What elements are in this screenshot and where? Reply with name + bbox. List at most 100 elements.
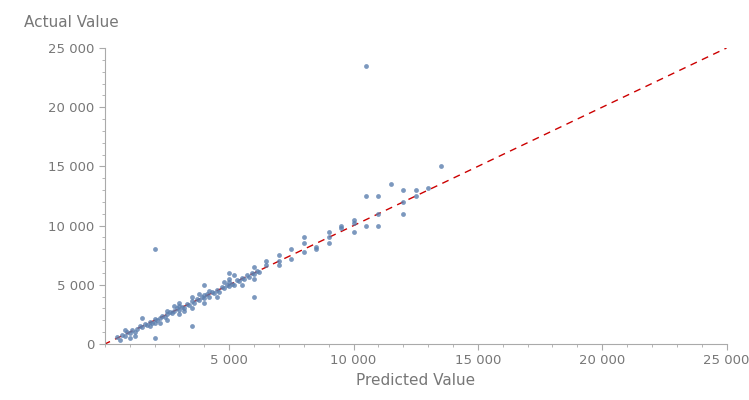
Point <box>166 310 178 316</box>
Point <box>189 299 201 306</box>
Point <box>298 248 310 255</box>
Point <box>148 246 160 252</box>
Point <box>186 298 198 304</box>
Point <box>310 244 322 250</box>
Point <box>248 271 260 277</box>
Point <box>240 272 252 278</box>
Point <box>203 294 215 300</box>
Point <box>116 331 128 338</box>
Point <box>261 258 273 264</box>
Point <box>201 291 213 298</box>
Point <box>133 323 145 330</box>
Point <box>223 283 235 289</box>
Point <box>360 193 372 199</box>
Point <box>191 296 203 302</box>
Point <box>121 329 133 335</box>
Point <box>218 285 230 292</box>
Point <box>154 320 166 326</box>
Point <box>310 246 322 252</box>
Point <box>210 294 222 300</box>
Point <box>151 317 163 324</box>
Point <box>410 187 422 193</box>
Point <box>218 279 230 286</box>
Point <box>360 222 372 229</box>
Point <box>225 280 237 287</box>
Point <box>119 332 131 339</box>
Point <box>146 320 158 326</box>
Point <box>148 335 160 341</box>
Point <box>124 330 136 336</box>
Point <box>181 300 193 307</box>
Point <box>163 309 175 315</box>
Point <box>186 305 198 312</box>
Point <box>131 326 143 332</box>
Point <box>193 297 205 303</box>
Point <box>261 262 273 268</box>
Point <box>422 184 434 191</box>
Point <box>136 315 148 321</box>
Point <box>127 326 139 333</box>
Point <box>161 317 173 324</box>
Point <box>236 282 248 288</box>
Point <box>216 284 228 290</box>
Point <box>178 305 190 312</box>
Point <box>397 187 409 193</box>
Point <box>228 272 240 278</box>
Point <box>171 305 183 312</box>
X-axis label: Predicted Value: Predicted Value <box>356 373 476 388</box>
Point <box>243 273 255 280</box>
Point <box>195 294 207 300</box>
Point <box>335 225 347 231</box>
Point <box>410 193 422 199</box>
Point <box>148 320 160 326</box>
Point <box>273 252 285 258</box>
Point <box>112 334 124 340</box>
Point <box>397 210 409 217</box>
Point <box>184 302 195 308</box>
Point <box>210 286 222 293</box>
Point <box>148 316 160 322</box>
Point <box>223 270 235 276</box>
Point <box>372 210 384 217</box>
Point <box>348 220 360 226</box>
Point <box>238 276 250 282</box>
Point <box>221 282 233 288</box>
Point <box>253 268 265 275</box>
Point <box>248 294 260 300</box>
Point <box>129 329 141 335</box>
Point <box>372 222 384 229</box>
Point <box>323 240 335 246</box>
Point <box>231 277 243 283</box>
Point <box>139 321 151 327</box>
Point <box>285 256 297 262</box>
Point <box>248 264 260 270</box>
Point <box>273 258 285 264</box>
Point <box>323 228 335 235</box>
Point <box>174 299 186 306</box>
Point <box>323 234 335 241</box>
Point <box>246 270 258 276</box>
Text: Actual Value: Actual Value <box>24 15 119 30</box>
Point <box>198 299 210 306</box>
Point <box>114 337 126 344</box>
Point <box>174 311 186 318</box>
Point <box>360 62 372 69</box>
Point <box>397 199 409 205</box>
Point <box>223 279 235 286</box>
Point <box>129 332 141 339</box>
Point <box>124 335 136 341</box>
Point <box>233 278 245 284</box>
Point <box>186 323 198 330</box>
Point <box>119 326 131 333</box>
Point <box>203 288 215 294</box>
Point <box>161 308 173 314</box>
Point <box>141 322 153 328</box>
Point <box>285 246 297 252</box>
Point <box>136 324 148 331</box>
Point <box>208 290 220 296</box>
Point <box>385 181 397 187</box>
Point <box>228 282 240 288</box>
Point <box>213 289 225 295</box>
Point <box>434 163 446 170</box>
Point <box>193 291 205 298</box>
